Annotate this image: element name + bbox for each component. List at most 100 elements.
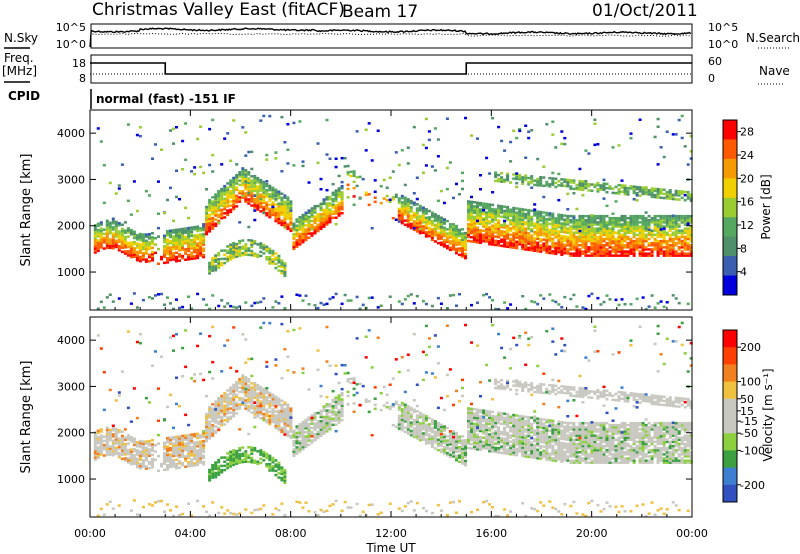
echo-cell xyxy=(509,208,513,211)
echo-cell xyxy=(295,239,299,242)
echo-cell xyxy=(138,450,142,453)
echo-cell xyxy=(397,163,401,167)
echo-cell xyxy=(214,203,218,207)
echo-cell xyxy=(608,241,612,245)
echo-cell xyxy=(217,264,221,267)
echo-cell xyxy=(653,241,657,245)
echo-cell xyxy=(135,233,139,237)
echo-cell xyxy=(346,183,350,187)
echo-cell xyxy=(635,192,639,195)
echo-cell xyxy=(476,226,479,229)
echo-cell xyxy=(689,250,693,253)
echo-cell xyxy=(208,226,212,229)
echo-cell xyxy=(346,380,350,383)
echo-cell xyxy=(319,413,323,417)
echo-cell xyxy=(313,418,317,421)
echo-cell xyxy=(301,164,305,168)
echo-cell xyxy=(686,195,690,198)
echo-cell xyxy=(283,262,287,265)
echo-cell xyxy=(301,439,305,443)
echo-cell xyxy=(593,214,597,218)
echo-cell xyxy=(427,218,431,221)
echo-cell xyxy=(476,207,479,211)
echo-cell xyxy=(196,453,200,456)
echo-cell xyxy=(563,247,567,251)
echo-cell xyxy=(120,250,124,254)
echo-cell xyxy=(424,302,428,306)
echo-cell xyxy=(247,177,251,180)
echo-cell xyxy=(587,216,591,220)
echo-cell xyxy=(262,187,266,190)
echo-cell xyxy=(114,446,118,449)
echo-cell xyxy=(346,299,350,302)
echo-cell xyxy=(283,272,287,275)
echo-cell xyxy=(433,219,437,222)
echo-cell xyxy=(310,228,314,231)
echo-cell xyxy=(129,253,133,257)
echo-cell xyxy=(280,399,284,402)
echo-cell xyxy=(175,234,178,238)
echo-cell xyxy=(430,236,434,239)
echo-cell xyxy=(325,188,329,192)
echo-cell xyxy=(452,225,455,228)
echo-cell xyxy=(524,239,528,243)
echo-cell xyxy=(184,235,188,239)
echo-cell xyxy=(253,392,257,395)
echo-cell xyxy=(409,429,413,433)
echo-cell xyxy=(677,252,681,255)
echo-cell xyxy=(217,262,221,265)
echo-cell xyxy=(584,227,588,230)
echo-cell xyxy=(518,209,522,213)
echo-cell xyxy=(217,213,221,216)
echo-cell xyxy=(220,415,224,419)
echo-cell xyxy=(223,137,227,140)
echo-cell xyxy=(271,249,275,253)
echo-cell xyxy=(563,243,567,246)
echo-cell xyxy=(123,237,127,241)
echo-cell xyxy=(259,250,263,254)
echo-cell xyxy=(172,256,175,259)
echo-cell xyxy=(638,221,642,224)
echo-cell xyxy=(506,178,510,182)
echo-cell xyxy=(211,261,215,264)
echo-cell xyxy=(458,247,461,250)
echo-cell xyxy=(388,176,392,179)
echo-cell xyxy=(665,221,669,224)
echo-cell xyxy=(223,212,227,215)
echo-cell xyxy=(289,434,293,437)
echo-cell xyxy=(436,223,440,226)
echo-cell xyxy=(105,430,109,434)
echo-cell xyxy=(271,410,275,413)
echo-cell xyxy=(406,146,410,149)
echo-cell xyxy=(445,238,449,242)
echo-cell xyxy=(316,430,320,434)
echo-cell xyxy=(178,244,181,248)
echo-cell xyxy=(250,394,254,398)
echo-cell xyxy=(689,221,693,224)
echo-cell xyxy=(560,184,564,187)
echo-cell xyxy=(668,214,672,218)
echo-cell xyxy=(677,301,681,305)
echo-cell xyxy=(497,125,501,129)
echo-cell xyxy=(193,457,197,461)
echo-cell xyxy=(650,252,654,255)
echo-cell xyxy=(455,226,458,230)
echo-cell xyxy=(199,248,203,251)
echo-cell xyxy=(253,459,257,462)
echo-cell xyxy=(439,216,443,219)
echo-cell xyxy=(668,197,672,200)
echo-cell xyxy=(575,207,579,211)
echo-cell xyxy=(686,254,690,257)
echo-cell xyxy=(448,234,452,237)
echo-cell xyxy=(238,453,242,456)
echo-cell xyxy=(205,220,209,223)
echo-cell xyxy=(259,400,263,403)
echo-cell xyxy=(93,240,97,244)
echo-cell xyxy=(599,221,603,224)
echo-cell xyxy=(488,240,492,244)
echo-cell xyxy=(409,218,413,222)
echo-cell xyxy=(430,230,434,233)
echo-cell xyxy=(557,244,561,248)
echo-cell xyxy=(105,219,109,223)
echo-cell xyxy=(452,235,455,239)
